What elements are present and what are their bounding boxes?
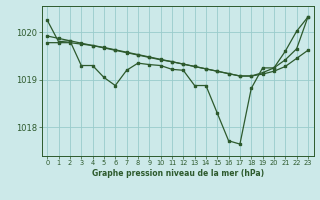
X-axis label: Graphe pression niveau de la mer (hPa): Graphe pression niveau de la mer (hPa) [92, 169, 264, 178]
